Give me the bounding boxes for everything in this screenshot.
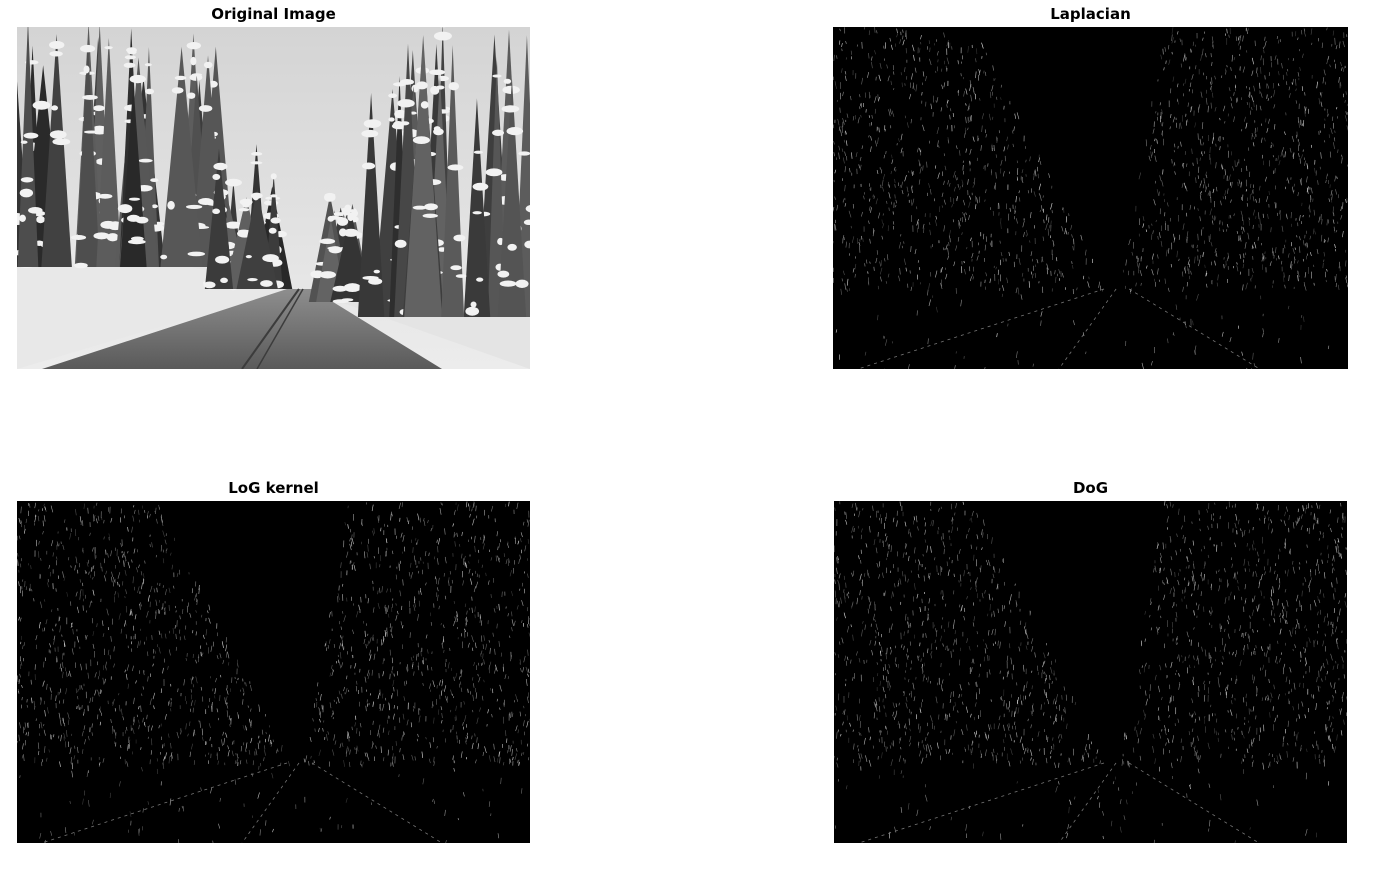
dog-image	[834, 501, 1347, 843]
panel-title: Original Image	[211, 5, 336, 23]
panel-title: LoG kernel	[228, 479, 319, 497]
panel-title: DoG	[1072, 479, 1109, 497]
panel-original-image: Original Image	[17, 5, 530, 371]
laplacian-image	[833, 27, 1348, 369]
panel-log-kernel: LoG kernel	[17, 479, 530, 845]
log-kernel-image	[17, 501, 530, 843]
panel-laplacian: Laplacian	[833, 5, 1348, 371]
panel-dog: DoG	[834, 479, 1347, 845]
original-image	[17, 27, 530, 369]
panel-title: Laplacian	[1050, 5, 1131, 23]
